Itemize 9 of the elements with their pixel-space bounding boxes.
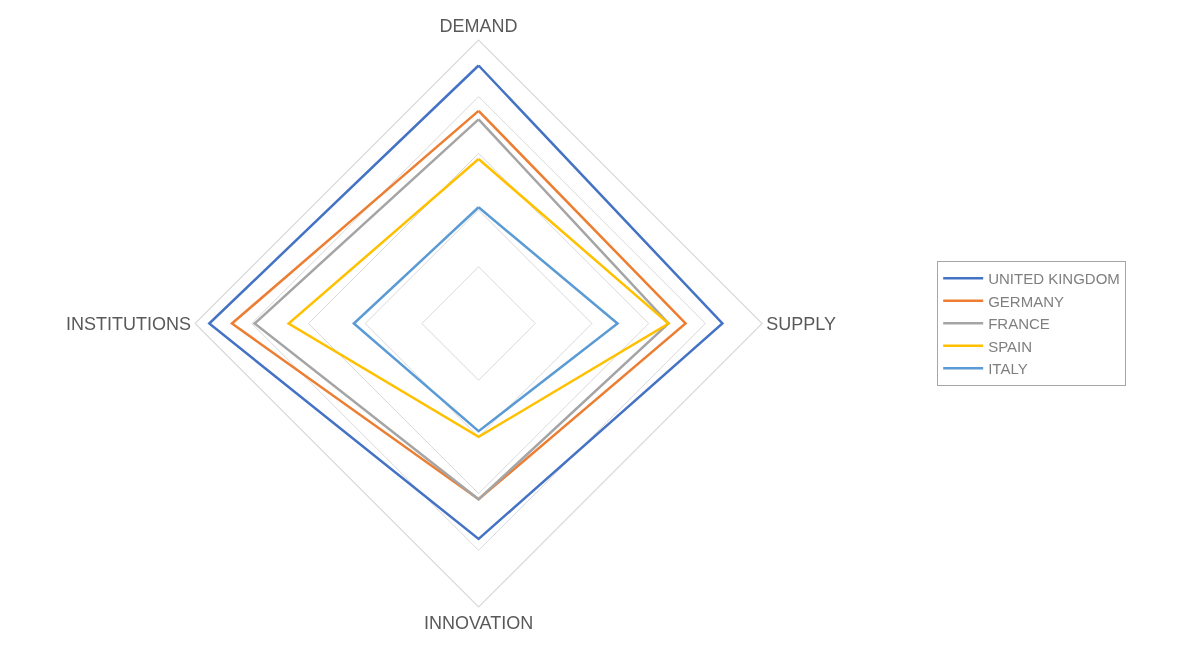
- legend-label: ITALY: [988, 360, 1028, 378]
- spoke-label: SUPPLY: [766, 313, 836, 334]
- spoke-label: INNOVATION: [423, 613, 534, 634]
- spoke-label: DEMAND: [439, 16, 518, 37]
- legend-label: SPAIN: [988, 337, 1033, 355]
- legend-label: GERMANY: [988, 292, 1065, 310]
- legend-label: FRANCE: [988, 315, 1050, 333]
- spoke-label: INSTITUTIONS: [65, 313, 191, 334]
- legend-label: UNITED KINGDOM: [988, 270, 1120, 288]
